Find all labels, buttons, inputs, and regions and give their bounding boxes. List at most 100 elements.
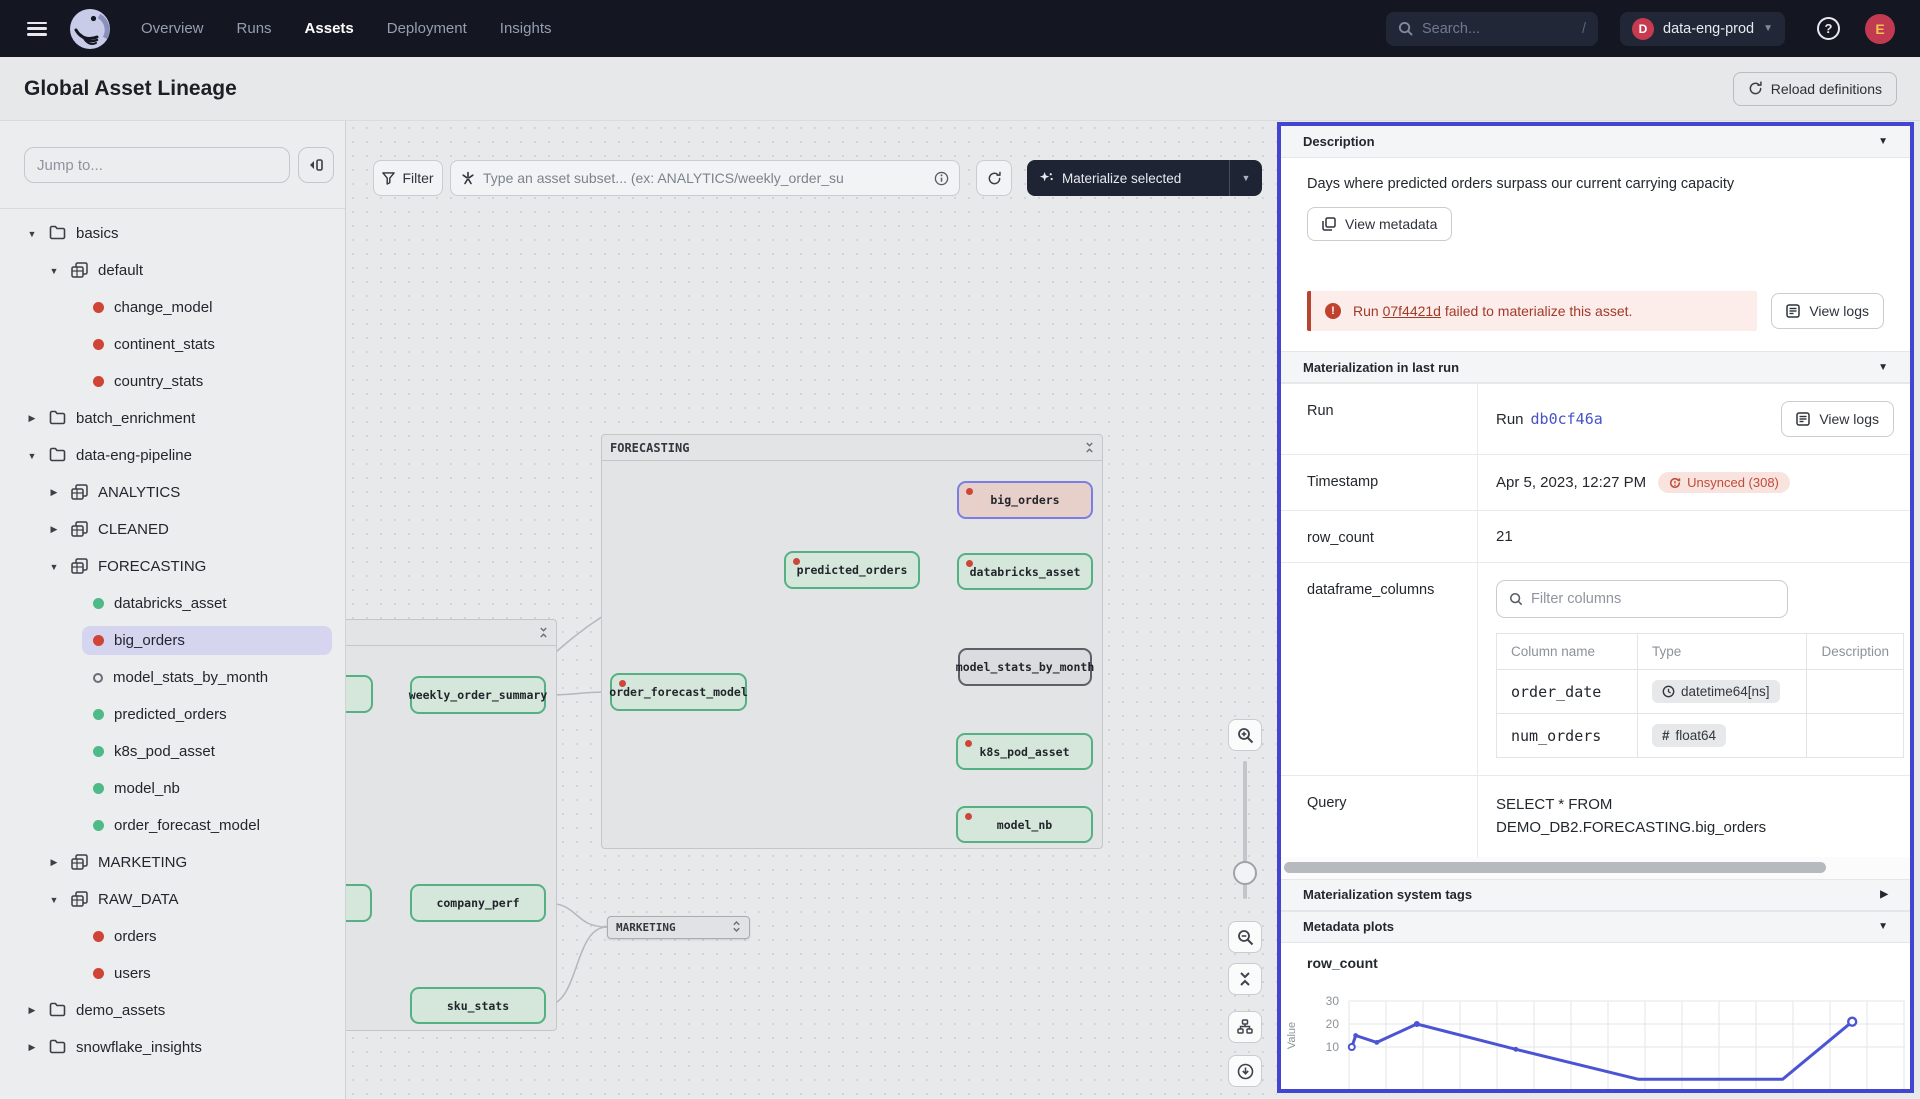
caret-down-icon[interactable]: ▼ xyxy=(26,451,38,461)
caret-right-icon[interactable]: ▶ xyxy=(48,524,60,535)
nav-item-deployment[interactable]: Deployment xyxy=(387,20,467,37)
asset-group-icon xyxy=(71,558,88,575)
materialize-dropdown-chevron[interactable]: ▼ xyxy=(1230,173,1262,183)
caret-right-icon[interactable]: ▶ xyxy=(26,413,38,424)
sidebar-item-data-eng-pipeline[interactable]: ▼data-eng-pipeline xyxy=(0,437,345,474)
sidebar-item-predicted_orders[interactable]: predicted_orders xyxy=(0,696,345,733)
failed-run-link[interactable]: 07f4421d xyxy=(1383,303,1441,319)
asset-node-model_nb[interactable]: model_nb xyxy=(956,806,1093,843)
caret-down-icon[interactable]: ▼ xyxy=(48,895,60,905)
collapsed-group-MARKETING[interactable]: MARKETING xyxy=(607,916,750,939)
view-logs-button[interactable]: View logs xyxy=(1781,401,1894,437)
asset-node-databricks_asset[interactable]: databricks_asset xyxy=(957,553,1093,590)
asset-node-stub1[interactable] xyxy=(346,675,373,713)
user-avatar[interactable]: E xyxy=(1865,14,1895,44)
asset-node-stub2[interactable] xyxy=(346,884,372,922)
section-header-system-tags[interactable]: Materialization system tags ▶ xyxy=(1281,879,1910,911)
caret-down-icon[interactable]: ▼ xyxy=(26,229,38,239)
sidebar-item-model_stats_by_month[interactable]: model_stats_by_month xyxy=(0,659,345,696)
asset-node-weekly_order_summary[interactable]: weekly_order_summary xyxy=(410,676,546,714)
asset-node-sku_stats[interactable]: sku_stats xyxy=(410,987,546,1024)
sidebar-item-big_orders[interactable]: big_orders xyxy=(0,622,345,659)
filter-columns-input[interactable]: Filter columns xyxy=(1496,580,1788,618)
scrollbar-thumb[interactable] xyxy=(1284,862,1826,873)
download-view-button[interactable] xyxy=(1228,1055,1262,1087)
sidebar-item-default[interactable]: ▼default xyxy=(0,252,345,289)
sidebar-item-ANALYTICS[interactable]: ▶ANALYTICS xyxy=(0,474,345,511)
dagster-logo[interactable] xyxy=(69,8,111,50)
sidebar-item-k8s_pod_asset[interactable]: k8s_pod_asset xyxy=(0,733,345,770)
jump-to-input[interactable] xyxy=(24,147,290,183)
sidebar-item-change_model[interactable]: change_model xyxy=(0,289,345,326)
asset-node-k8s_pod_asset[interactable]: k8s_pod_asset xyxy=(956,733,1093,770)
collapse-groups-button[interactable] xyxy=(1228,963,1262,995)
lineage-graph-canvas[interactable]: FORECASTING MARKETING weekly_order_summar… xyxy=(346,121,1277,1099)
failed-materialization-dot xyxy=(793,558,800,565)
group-header-partial[interactable] xyxy=(346,620,556,646)
sidebar-item-RAW_DATA[interactable]: ▼RAW_DATA xyxy=(0,881,345,918)
sidebar-item-FORECASTING[interactable]: ▼FORECASTING xyxy=(0,548,345,585)
run-id-link[interactable]: db0cf46a xyxy=(1531,410,1603,428)
nav-item-runs[interactable]: Runs xyxy=(237,20,272,37)
sidebar-item-databricks_asset[interactable]: databricks_asset xyxy=(0,585,345,622)
sidebar-item-country_stats[interactable]: country_stats xyxy=(0,363,345,400)
collapse-group-icon[interactable] xyxy=(539,627,548,638)
sidebar-item-CLEANED[interactable]: ▶CLEANED xyxy=(0,511,345,548)
caret-right-icon[interactable]: ▶ xyxy=(48,857,60,868)
rearrange-layout-button[interactable] xyxy=(1228,1011,1262,1043)
unsynced-badge[interactable]: Unsynced (308) xyxy=(1658,472,1790,493)
column-description-cell xyxy=(1807,714,1904,758)
filter-button[interactable]: Filter xyxy=(373,160,443,196)
sidebar-item-order_forecast_model[interactable]: order_forecast_model xyxy=(0,807,345,844)
nav-item-insights[interactable]: Insights xyxy=(500,20,552,37)
collapse-sidebar-button[interactable] xyxy=(298,147,334,183)
sidebar-item-MARKETING[interactable]: ▶MARKETING xyxy=(0,844,345,881)
view-logs-button[interactable]: View logs xyxy=(1771,293,1884,329)
nav-item-assets[interactable]: Assets xyxy=(305,20,354,37)
zoom-out-button[interactable] xyxy=(1228,921,1262,953)
detail-row-dataframe-columns: dataframe_columns Filter columns Column … xyxy=(1281,562,1910,775)
sparkle-icon xyxy=(1039,171,1054,186)
help-icon[interactable]: ? xyxy=(1817,17,1840,40)
sidebar-item-continent_stats[interactable]: continent_stats xyxy=(0,326,345,363)
sidebar-item-model_nb[interactable]: model_nb xyxy=(0,770,345,807)
sidebar-item-users[interactable]: users xyxy=(0,955,345,992)
expand-group-icon[interactable] xyxy=(732,921,741,935)
column-header: Column name xyxy=(1497,634,1638,670)
caret-right-icon[interactable]: ▶ xyxy=(48,487,60,498)
caret-right-icon[interactable]: ▶ xyxy=(26,1005,38,1016)
query-text-line2: DEMO_DB2.FORECASTING.big_orders xyxy=(1496,816,1766,839)
sidebar-item-basics[interactable]: ▼basics xyxy=(0,215,345,252)
menu-icon[interactable] xyxy=(27,22,47,36)
caret-down-icon[interactable]: ▼ xyxy=(48,562,60,572)
sidebar-item-snowflake_insights[interactable]: ▶snowflake_insights xyxy=(0,1029,345,1066)
asset-node-predicted_orders[interactable]: predicted_orders xyxy=(784,551,920,589)
group-header-FORECASTING[interactable]: FORECASTING xyxy=(602,435,1102,461)
nav-item-overview[interactable]: Overview xyxy=(141,20,204,37)
section-header-metadata-plots[interactable]: Metadata plots ▼ xyxy=(1281,911,1910,943)
asset-node-company_perf[interactable]: company_perf xyxy=(410,884,546,922)
zoom-slider-handle[interactable] xyxy=(1233,861,1257,885)
caret-down-icon[interactable]: ▼ xyxy=(48,266,60,276)
info-icon[interactable] xyxy=(934,171,949,186)
deployment-switcher[interactable]: D data-eng-prod ▼ xyxy=(1620,12,1785,46)
zoom-in-button[interactable] xyxy=(1228,719,1262,751)
global-search-input[interactable]: Search... / xyxy=(1386,12,1598,46)
section-header-materialization[interactable]: Materialization in last run ▼ xyxy=(1281,351,1910,383)
refresh-graph-button[interactable] xyxy=(976,160,1012,196)
subset-placeholder: Type an asset subset... (ex: ANALYTICS/w… xyxy=(483,170,926,186)
reload-definitions-button[interactable]: Reload definitions xyxy=(1733,72,1897,106)
sidebar-item-batch_enrichment[interactable]: ▶batch_enrichment xyxy=(0,400,345,437)
collapse-group-icon[interactable] xyxy=(1085,442,1094,453)
asset-node-order_forecast_model[interactable]: order_forecast_model xyxy=(610,673,747,711)
section-header-description[interactable]: Description ▼ xyxy=(1281,126,1910,158)
sidebar-item-demo_assets[interactable]: ▶demo_assets xyxy=(0,992,345,1029)
asset-node-model_stats_by_month[interactable]: model_stats_by_month xyxy=(958,648,1092,686)
materialize-selected-button[interactable]: Materialize selected ▼ xyxy=(1027,160,1262,196)
view-metadata-button[interactable]: View metadata xyxy=(1307,207,1452,241)
caret-right-icon[interactable]: ▶ xyxy=(26,1042,38,1053)
asset-subset-input[interactable]: Type an asset subset... (ex: ANALYTICS/w… xyxy=(450,160,960,196)
sidebar-item-orders[interactable]: orders xyxy=(0,918,345,955)
chevron-right-icon: ▶ xyxy=(1880,889,1888,900)
asset-node-big_orders[interactable]: big_orders xyxy=(957,481,1093,519)
